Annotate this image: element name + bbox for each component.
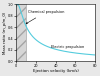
- Y-axis label: Mass ratio (m_p/m_0): Mass ratio (m_p/m_0): [3, 12, 7, 54]
- Bar: [16, 4, 26, 61]
- Text: Chemical propulsion: Chemical propulsion: [26, 10, 64, 24]
- X-axis label: Ejection velocity (km/s): Ejection velocity (km/s): [33, 69, 79, 73]
- Text: Electric propulsion: Electric propulsion: [51, 45, 84, 49]
